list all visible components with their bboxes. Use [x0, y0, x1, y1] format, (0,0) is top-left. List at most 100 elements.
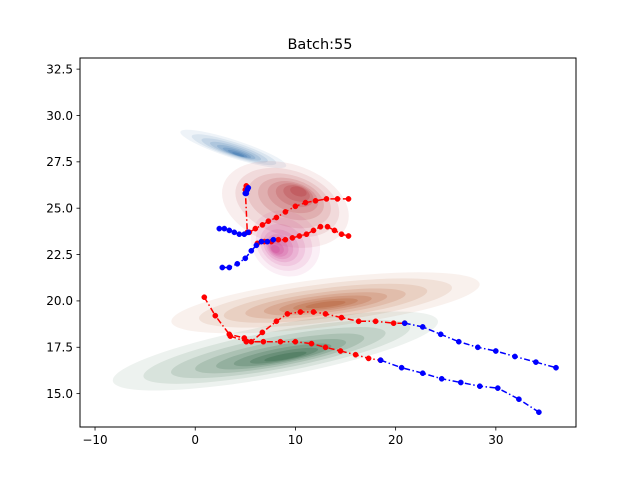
density-contour	[305, 300, 346, 309]
series-point	[455, 338, 462, 345]
x-tick-label: −10	[82, 433, 107, 447]
density-contour	[247, 173, 331, 229]
series-point	[265, 218, 272, 225]
series-line	[230, 335, 381, 361]
series-point	[438, 375, 445, 382]
series-point	[303, 231, 310, 238]
density-contour	[201, 138, 268, 163]
series-point	[234, 260, 241, 267]
trajectory-series-3	[227, 333, 384, 364]
density-contour	[260, 223, 306, 267]
trajectory-series-5	[216, 225, 252, 238]
density-contour	[199, 278, 452, 328]
series-point	[338, 231, 345, 238]
x-tick-label: 0	[191, 433, 199, 447]
series-point	[317, 223, 324, 230]
series-point	[231, 229, 238, 236]
density-contour	[249, 347, 319, 364]
trajectory-series-8	[377, 357, 542, 416]
density-contour	[271, 245, 280, 253]
density-contour	[258, 177, 324, 221]
series-point	[282, 236, 289, 243]
density-contour	[216, 144, 256, 160]
series-point	[275, 236, 282, 243]
x-tick-label: 20	[388, 433, 403, 447]
series-point	[292, 338, 299, 345]
series-point	[401, 320, 408, 327]
series-point	[227, 333, 234, 339]
series-point	[390, 320, 397, 327]
series-point	[331, 227, 338, 234]
series-point	[277, 338, 284, 345]
trajectory-series-2	[201, 294, 408, 345]
series-point	[270, 236, 277, 243]
density-contour	[283, 185, 310, 202]
series-point	[345, 233, 352, 239]
series-point	[245, 229, 252, 236]
density-contour	[233, 343, 332, 367]
series-point	[292, 203, 299, 210]
y-tick-label: 20.0	[46, 294, 73, 308]
density-contour	[222, 161, 349, 248]
series-point	[226, 227, 233, 234]
series-point	[474, 344, 481, 351]
y-tick-label: 27.5	[46, 155, 73, 169]
plot-frame	[79, 57, 577, 428]
density-region-oranges	[171, 272, 480, 334]
series-point	[243, 338, 250, 345]
series-point	[273, 318, 280, 325]
density-contour	[235, 167, 340, 238]
series-point	[219, 264, 226, 271]
density-contour	[195, 333, 365, 374]
density-contour	[191, 134, 277, 166]
series-point	[221, 225, 228, 232]
series-point	[437, 331, 444, 338]
density-contour	[216, 339, 347, 370]
series-point	[236, 231, 243, 238]
density-contour	[222, 147, 252, 159]
series-point	[310, 227, 317, 234]
series-point	[492, 348, 499, 354]
series-point	[324, 223, 331, 230]
series-point	[398, 364, 405, 371]
density-contour	[232, 152, 245, 157]
density-region-reds	[222, 161, 349, 248]
series-point	[377, 357, 384, 364]
series-point	[253, 242, 260, 249]
trajectory-series-7	[401, 320, 559, 371]
series-point	[553, 364, 559, 371]
series-point	[310, 309, 317, 315]
series-point	[260, 338, 267, 345]
density-contour	[264, 351, 307, 362]
density-region-greens	[112, 311, 439, 391]
series-point	[289, 235, 296, 241]
series-point	[312, 197, 319, 204]
density-contour	[223, 283, 428, 323]
density-contour	[263, 292, 388, 316]
density-contour	[255, 217, 313, 271]
series-point	[258, 238, 265, 245]
series-point	[201, 294, 208, 301]
series-point	[297, 309, 304, 315]
density-contour	[143, 319, 411, 384]
y-tick-label: 25.0	[46, 201, 73, 215]
series-point	[536, 409, 542, 416]
density-contour	[112, 311, 439, 391]
density-contour	[245, 288, 406, 319]
series-point	[308, 340, 315, 347]
series-point	[323, 196, 330, 202]
density-contour	[170, 327, 386, 379]
series-point	[457, 379, 464, 386]
y-tick-label: 30.0	[46, 109, 73, 123]
series-point	[419, 324, 426, 330]
series-point	[419, 370, 426, 377]
series-point	[533, 359, 539, 365]
series-point	[252, 225, 259, 232]
chart-title: Batch:55	[287, 37, 352, 53]
density-contour	[269, 241, 284, 255]
series-point	[245, 184, 252, 191]
x-tick-label: 30	[488, 433, 503, 447]
density-contour	[227, 149, 248, 158]
series-point	[242, 255, 249, 262]
